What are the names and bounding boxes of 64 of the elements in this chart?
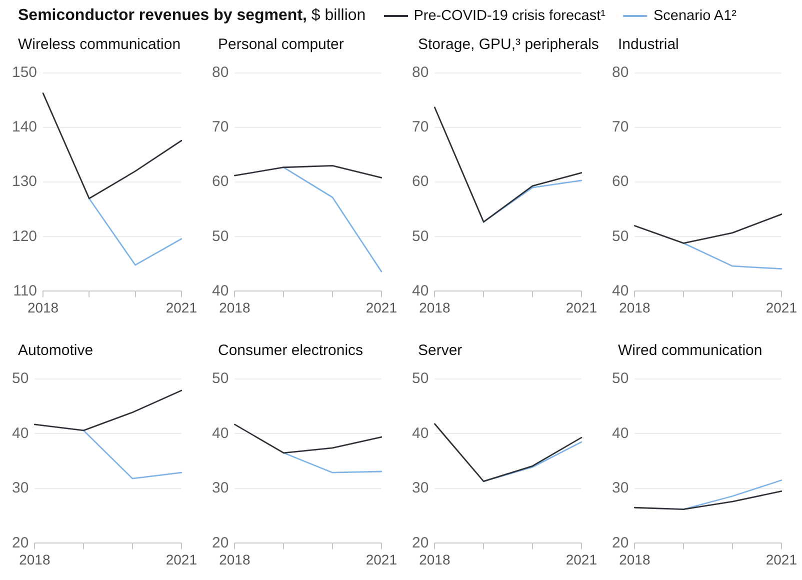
y-tick-label: 40	[212, 424, 229, 442]
chart-title: Consumer electronics	[217, 342, 364, 361]
chart-title: Personal computer	[217, 36, 345, 55]
x-tick-label: 2021	[566, 299, 598, 316]
y-tick-label: 70	[612, 118, 629, 136]
chart-title: Automotive	[17, 342, 94, 361]
text: Semiconductor revenues by segment,	[18, 7, 307, 24]
x-tick-label: 2018	[27, 299, 59, 316]
y-tick-label: 120	[12, 228, 38, 245]
x-tick-label: 2021	[766, 551, 798, 568]
y-tick-label: 80	[212, 64, 229, 82]
y-tick-label: 30	[412, 480, 429, 497]
x-tick-label: 2018	[619, 551, 650, 568]
x-tick-label: 2018	[619, 299, 650, 316]
y-tick-label: 80	[612, 64, 629, 82]
y-tick-label: 60	[612, 173, 629, 190]
chart-title: Wireless communication	[17, 36, 182, 55]
chart-title: Storage, GPU,³ peripherals	[417, 36, 600, 55]
legend-label: Pre-COVID-19 crisis forecast¹	[414, 8, 606, 24]
x-tick-label: 2021	[766, 299, 798, 316]
x-tick-label: 2021	[366, 299, 398, 316]
y-tick-label: 50	[12, 370, 29, 388]
x-tick-label: 2021	[166, 551, 198, 568]
x-tick-label: 2018	[419, 551, 450, 568]
y-tick-label: 50	[212, 370, 229, 388]
chart-title: Server	[417, 342, 464, 361]
x-tick-label: 2021	[166, 299, 198, 316]
y-tick-label: 110	[13, 282, 38, 300]
legend-label: Scenario A1²	[653, 8, 736, 24]
x-tick-label: 2018	[419, 299, 450, 316]
x-tick-label: 2021	[366, 551, 398, 568]
y-tick-label: 40	[612, 424, 629, 442]
y-tick-label: 20	[412, 534, 429, 552]
y-tick-label: 30	[612, 480, 629, 497]
y-tick-label: 150	[12, 64, 38, 82]
y-tick-label: 50	[212, 228, 229, 245]
y-tick-label: 30	[12, 480, 29, 497]
y-tick-label: 20	[212, 534, 229, 552]
y-tick-label: 30	[212, 480, 229, 497]
y-tick-label: 50	[412, 370, 429, 388]
y-tick-label: 70	[212, 118, 229, 136]
y-tick-label: 20	[612, 534, 629, 552]
y-tick-label: 50	[412, 228, 429, 245]
x-tick-label: 2018	[219, 299, 250, 316]
text: $ billion	[310, 7, 366, 24]
y-tick-label: 60	[412, 173, 429, 190]
y-tick-label: 40	[612, 282, 629, 300]
y-tick-label: 130	[12, 173, 38, 190]
y-tick-label: 40	[12, 424, 29, 442]
x-tick-label: 2018	[19, 551, 50, 568]
y-tick-label: 140	[12, 118, 38, 136]
y-tick-label: 50	[612, 228, 629, 245]
y-tick-label: 80	[412, 64, 429, 82]
y-tick-label: 70	[412, 118, 429, 136]
chart-title: Industrial	[617, 36, 680, 55]
y-tick-label: 40	[212, 282, 229, 300]
y-tick-label: 20	[12, 534, 29, 552]
y-tick-label: 50	[612, 370, 629, 388]
y-tick-label: 40	[412, 282, 429, 300]
y-tick-label: 60	[212, 173, 229, 190]
chart-title: Wired communication	[617, 342, 764, 361]
x-tick-label: 2021	[566, 551, 598, 568]
y-tick-label: 40	[412, 424, 429, 442]
x-tick-label: 2018	[219, 551, 250, 568]
